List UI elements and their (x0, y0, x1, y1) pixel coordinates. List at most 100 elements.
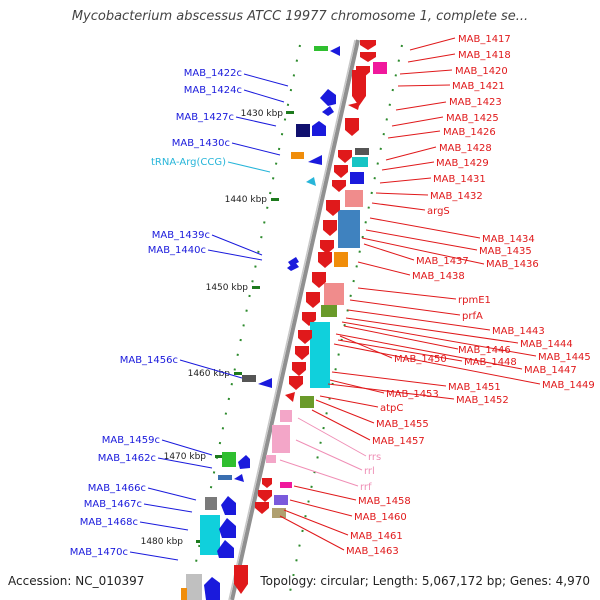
leader-tRNA-Arg (227, 161, 271, 173)
feature-arrow (345, 118, 359, 136)
feature-arrow (234, 474, 244, 482)
leader-MAB_1443 (347, 309, 491, 331)
gene-label-prfA[interactable]: prfA (462, 311, 483, 322)
gene-label-rrs[interactable]: rrs (368, 452, 381, 463)
gene-label-MAB_1431[interactable]: MAB_1431 (433, 174, 486, 185)
gene-label-MAB_1423[interactable]: MAB_1423 (449, 97, 502, 108)
gene-label-MAB_1445[interactable]: MAB_1445 (538, 352, 591, 363)
tick-1440 (271, 198, 279, 201)
gene-label-MAB_1447[interactable]: MAB_1447 (524, 365, 577, 376)
gene-label-MAB_1462c[interactable]: MAB_1462c (98, 453, 156, 464)
feature-arrow (320, 89, 336, 106)
leader-argS (371, 202, 426, 211)
gene-label-MAB_1422c[interactable]: MAB_1422c (184, 68, 242, 79)
feature-arrow (332, 180, 346, 192)
leader-rpmE1 (357, 287, 457, 300)
leader-rrf (279, 459, 359, 487)
gene-label-MAB_1455[interactable]: MAB_1455 (376, 419, 429, 430)
gene-label-MAB_1432[interactable]: MAB_1432 (430, 191, 483, 202)
feature-grey (242, 375, 256, 382)
gene-label-MAB_1449[interactable]: MAB_1449 (542, 380, 595, 391)
feature-green (222, 452, 236, 467)
tick-label-1450: 1450 kbp (206, 283, 249, 293)
gene-label-MAB_1420[interactable]: MAB_1420 (455, 66, 508, 77)
leader-MAB_1460 (289, 499, 353, 517)
gene-label-MAB_1437[interactable]: MAB_1437 (416, 256, 469, 267)
gene-label-MAB_1425[interactable]: MAB_1425 (446, 113, 499, 124)
feature-arrow (217, 540, 234, 558)
gene-label-MAB_1446[interactable]: MAB_1446 (458, 345, 511, 356)
feature-arrow (312, 121, 326, 136)
gene-label-rrl[interactable]: rrl (364, 466, 375, 477)
gene-label-MAB_1457[interactable]: MAB_1457 (372, 436, 425, 447)
tick-1450 (252, 286, 260, 289)
leader-MAB_1421 (397, 84, 451, 87)
gene-label-MAB_1456c[interactable]: MAB_1456c (120, 355, 178, 366)
gene-label-MAB_1429[interactable]: MAB_1429 (436, 158, 489, 169)
gene-label-rrf[interactable]: rrf (360, 482, 372, 493)
gene-label-MAB_1463[interactable]: MAB_1463 (346, 546, 399, 557)
gene-label-MAB_1436[interactable]: MAB_1436 (486, 259, 539, 270)
feature-arrow (318, 252, 332, 268)
gene-label-MAB_1434[interactable]: MAB_1434 (482, 234, 535, 245)
left-leader-lines (129, 73, 289, 561)
gene-label-MAB_1453[interactable]: MAB_1453 (386, 389, 439, 400)
gene-label-MAB_1466c[interactable]: MAB_1466c (88, 483, 146, 494)
feature-orange (334, 252, 348, 267)
gene-label-argS[interactable]: argS (427, 206, 450, 217)
feature-arrow (348, 102, 360, 110)
feature-arrow (285, 392, 295, 402)
gene-label-MAB_1451[interactable]: MAB_1451 (448, 382, 501, 393)
gene-label-atpC[interactable]: atpC (380, 403, 403, 414)
gene-label-MAB_1452[interactable]: MAB_1452 (456, 395, 509, 406)
leader-prfA (349, 299, 461, 316)
feature-olive (321, 305, 337, 317)
feature-arrow (322, 106, 334, 116)
gene-label-MAB_1459c[interactable]: MAB_1459c (102, 435, 160, 446)
gene-label-MAB_1430c[interactable]: MAB_1430c (172, 138, 230, 149)
leader-MAB_1418 (407, 53, 456, 63)
feature-salmon (324, 283, 344, 305)
leader-MAB_1444 (345, 317, 519, 344)
gene-label-MAB_1450[interactable]: MAB_1450 (394, 354, 447, 365)
gene-label-MAB_1467c[interactable]: MAB_1467c (84, 499, 142, 510)
leader-MAB_1456c (179, 359, 243, 379)
leader-MAB_1461 (283, 509, 349, 536)
gene-label-MAB_1448[interactable]: MAB_1448 (464, 357, 517, 368)
feature-arrow (204, 577, 220, 600)
gene-label-MAB_1468c[interactable]: MAB_1468c (80, 517, 138, 528)
leader-MAB_1458 (293, 485, 357, 501)
gene-label-MAB_1418[interactable]: MAB_1418 (458, 50, 511, 61)
gene-label-MAB_1470c[interactable]: MAB_1470c (70, 547, 128, 558)
gene-label-tRNA-Arg[interactable]: tRNA-Arg(CCG) (151, 157, 226, 168)
leader-MAB_1426 (387, 130, 441, 139)
gene-label-MAB_1440c[interactable]: MAB_1440c (148, 245, 206, 256)
leader-MAB_1467c (143, 503, 193, 513)
gene-label-MAB_1424c[interactable]: MAB_1424c (184, 85, 242, 96)
gene-label-MAB_1428[interactable]: MAB_1428 (439, 143, 492, 154)
feature-arrow (308, 155, 322, 165)
feature-arrow (312, 272, 326, 288)
feature-arrow (298, 330, 312, 344)
gene-label-MAB_1443[interactable]: MAB_1443 (492, 326, 545, 337)
map-title: Mycobacterium abscessus ATCC 19977 chrom… (71, 9, 529, 24)
gene-label-MAB_1438[interactable]: MAB_1438 (412, 271, 465, 282)
right-strand-features (234, 40, 387, 594)
gene-label-MAB_1426[interactable]: MAB_1426 (443, 127, 496, 138)
rrna-feature-large (272, 425, 290, 453)
leader-MAB_1425 (391, 116, 444, 127)
feature-cyan-large (200, 515, 220, 555)
gene-label-MAB_1435[interactable]: MAB_1435 (479, 246, 532, 257)
gene-label-rpmE1[interactable]: rpmE1 (458, 295, 491, 306)
feature-navy (296, 124, 310, 137)
gene-label-MAB_1444[interactable]: MAB_1444 (520, 339, 573, 350)
gene-label-MAB_1460[interactable]: MAB_1460 (354, 512, 407, 523)
gene-label-MAB_1439c[interactable]: MAB_1439c (152, 230, 210, 241)
gene-label-MAB_1458[interactable]: MAB_1458 (358, 496, 411, 507)
leader-MAB_1463 (279, 515, 345, 551)
gene-label-MAB_1461[interactable]: MAB_1461 (350, 531, 403, 542)
gene-label-MAB_1417[interactable]: MAB_1417 (458, 34, 511, 45)
leader-MAB_1440c (207, 249, 263, 261)
gene-label-MAB_1421[interactable]: MAB_1421 (452, 81, 505, 92)
gene-label-MAB_1427c[interactable]: MAB_1427c (176, 112, 234, 123)
